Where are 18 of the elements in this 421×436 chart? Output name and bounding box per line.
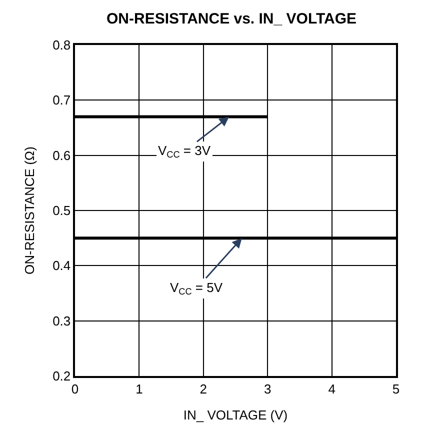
y-tick-label: 0.6 [52, 148, 71, 163]
x-tick-label: 5 [392, 381, 400, 396]
y-tick-label: 0.3 [52, 313, 71, 328]
annotation: V$_{CC}$ = 5V [170, 280, 223, 297]
x-tick-label: 1 [136, 381, 143, 396]
y-tick-label: 0.5 [52, 203, 71, 218]
y-axis-title: ON-RESISTANCE (Ω) [22, 146, 38, 274]
y-tick-label: 0.8 [52, 38, 71, 53]
y-tick-label: 0.4 [52, 258, 71, 274]
x-tick-label: 2 [200, 381, 208, 396]
x-tick-label: 3 [264, 381, 272, 396]
y-tick-label: 0.2 [52, 368, 71, 384]
y-tick-label: 0.7 [52, 92, 71, 108]
x-axis-title: IN_ VOLTAGE (V) [183, 407, 288, 422]
x-tick-label: 0 [71, 381, 79, 396]
x-tick-label: 4 [328, 381, 336, 396]
annotation: V$_{CC}$ = 3V [158, 143, 211, 160]
chart-title: ON-RESISTANCE vs. IN_ VOLTAGE [106, 10, 357, 28]
